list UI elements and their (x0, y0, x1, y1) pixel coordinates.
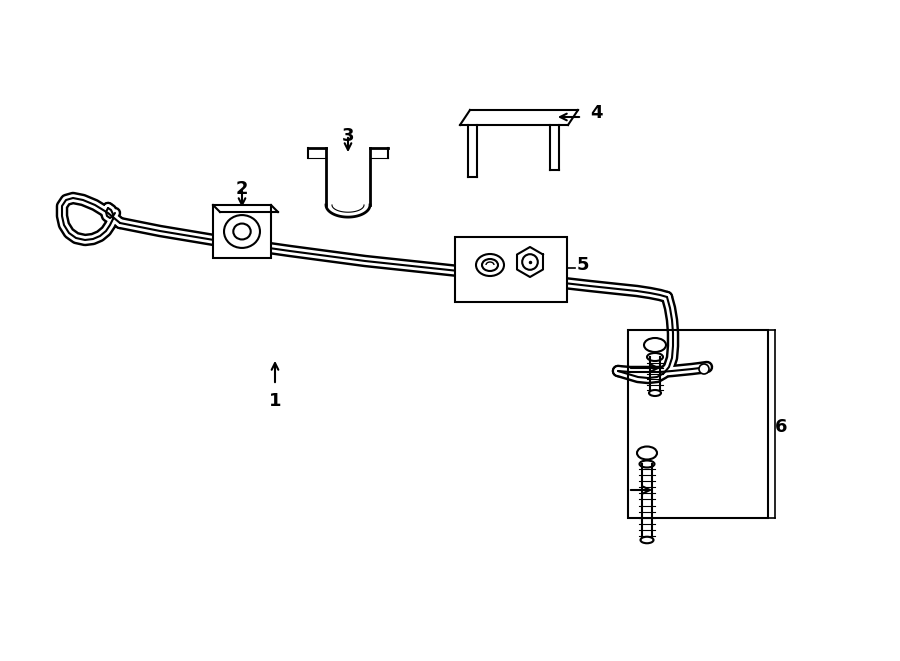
Ellipse shape (647, 353, 663, 361)
Circle shape (522, 254, 538, 270)
Ellipse shape (641, 537, 653, 543)
Ellipse shape (644, 338, 666, 352)
Ellipse shape (640, 461, 654, 467)
Bar (628, 330, 768, 518)
Text: 2: 2 (236, 180, 248, 198)
Ellipse shape (649, 390, 661, 396)
Text: 6: 6 (775, 418, 788, 436)
Ellipse shape (637, 446, 657, 459)
Circle shape (699, 364, 709, 374)
Ellipse shape (476, 254, 504, 276)
Text: 4: 4 (590, 104, 602, 122)
Ellipse shape (482, 259, 498, 271)
Text: 1: 1 (269, 392, 281, 410)
Ellipse shape (233, 223, 251, 239)
Bar (455, 237, 567, 302)
Text: 5: 5 (577, 256, 590, 274)
Text: 3: 3 (342, 127, 355, 145)
Ellipse shape (224, 215, 260, 248)
Bar (213, 205, 271, 258)
